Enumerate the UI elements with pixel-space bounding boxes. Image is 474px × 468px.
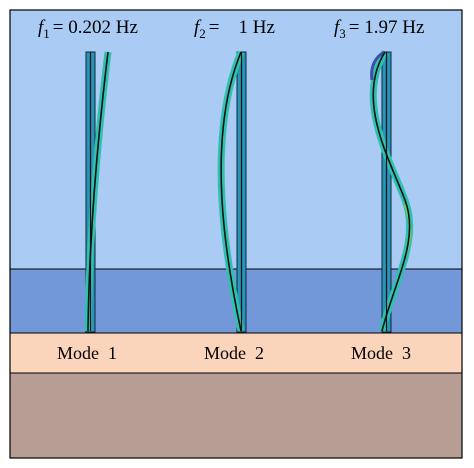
- air-region: [10, 10, 462, 269]
- mode-3-freq-symbol: f: [334, 17, 342, 38]
- mode-1-freq-symbol: f: [38, 17, 46, 38]
- mode-2-freq-symbol: f: [194, 17, 202, 38]
- mode-1-freq-value: = 0.202 Hz: [53, 17, 138, 38]
- mode-2-freq-value: = 1 Hz: [209, 17, 275, 38]
- mode-3-deformed-tip-accent: [370, 50, 386, 81]
- mode-3-frequency-label: f3 = 1.97 Hz: [334, 17, 424, 41]
- figure-border: [9, 9, 463, 459]
- mode-2-deformed-centerline: [220, 51, 242, 332]
- mode-1-pile: [84, 51, 112, 333]
- mode-1-label: Mode 1: [57, 343, 117, 363]
- mode-2-pile: [217, 50, 247, 333]
- soil-region: [10, 373, 462, 458]
- mode-3-freq-value: = 1.97 Hz: [349, 17, 425, 38]
- mode-2-freq-index: 2: [199, 26, 206, 41]
- mode-2-label: Mode 2: [204, 343, 264, 363]
- mode-1-frequency-label: f1 = 0.202 Hz: [38, 17, 138, 41]
- mode-3-pile: [369, 50, 414, 333]
- mode-2-frequency-label: f2 = 1 Hz: [194, 17, 275, 41]
- mode-3-deformed-centerline: [372, 51, 411, 332]
- mode-3-freq-index: 3: [339, 26, 346, 41]
- mode-1-freq-index: 1: [43, 26, 50, 41]
- mode-1-deformed-centerline: [87, 51, 109, 332]
- mode-3-label: Mode 3: [351, 343, 411, 363]
- mudline-band: [10, 333, 462, 373]
